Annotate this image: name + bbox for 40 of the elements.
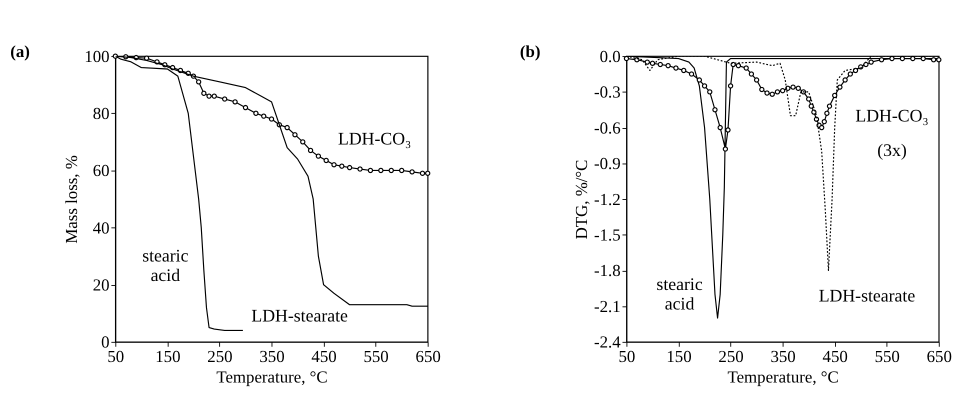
y-tick-label: -1.8 <box>594 261 621 280</box>
annotation: (3x) <box>877 140 907 160</box>
y-tick-label: -0.3 <box>594 82 621 102</box>
x-axis-title: Temperature, °C <box>216 367 328 386</box>
x-tick-label: 450 <box>822 346 848 366</box>
x-tick-label: 250 <box>718 346 744 366</box>
y-tick-label: -2.1 <box>594 296 621 316</box>
x-tick-label: 350 <box>770 346 796 366</box>
x-tick-label: 650 <box>416 346 441 366</box>
chart-title: (a) <box>10 42 30 62</box>
annotation: LDH-stearate <box>251 305 348 326</box>
y-tick-label: -1.5 <box>594 225 621 244</box>
x-tick-label: 450 <box>311 346 337 366</box>
annotation: stearic acid <box>142 245 189 286</box>
annotation: LDH-stearate <box>818 285 916 306</box>
y-tick-label: 20 <box>92 276 110 294</box>
y-tick-label: 80 <box>92 104 110 124</box>
x-tick-label: 150 <box>155 346 180 366</box>
x-tick-label: 50 <box>107 346 124 366</box>
y-tick-label: 60 <box>92 161 110 180</box>
annotation: LDH-CO₃ <box>855 105 929 126</box>
y-tick-label: 100 <box>84 46 110 66</box>
y-tick-label: 0.0 <box>600 46 621 66</box>
x-tick-label: 550 <box>874 346 900 366</box>
x-tick-label: 150 <box>666 346 692 366</box>
annotation: LDH-CO₃ <box>338 128 412 148</box>
y-axis-title: Mass loss, % <box>62 155 82 244</box>
x-tick-label: 250 <box>207 346 233 366</box>
y-tick-label: -0.9 <box>594 154 621 174</box>
annotation: stearic acid <box>656 274 703 314</box>
y-tick-label: 0 <box>101 332 110 352</box>
y-axis-title: DTG, %/°C <box>572 160 591 240</box>
x-axis-title: Temperature, °C <box>727 367 839 386</box>
chart-title: (b) <box>520 42 541 62</box>
y-tick-label: 40 <box>92 218 110 238</box>
x-tick-label: 650 <box>926 346 952 366</box>
x-tick-label: 350 <box>259 346 285 366</box>
x-tick-label: 550 <box>363 346 389 366</box>
y-tick-label: -1.2 <box>594 190 621 209</box>
y-tick-label: -0.6 <box>594 118 621 138</box>
